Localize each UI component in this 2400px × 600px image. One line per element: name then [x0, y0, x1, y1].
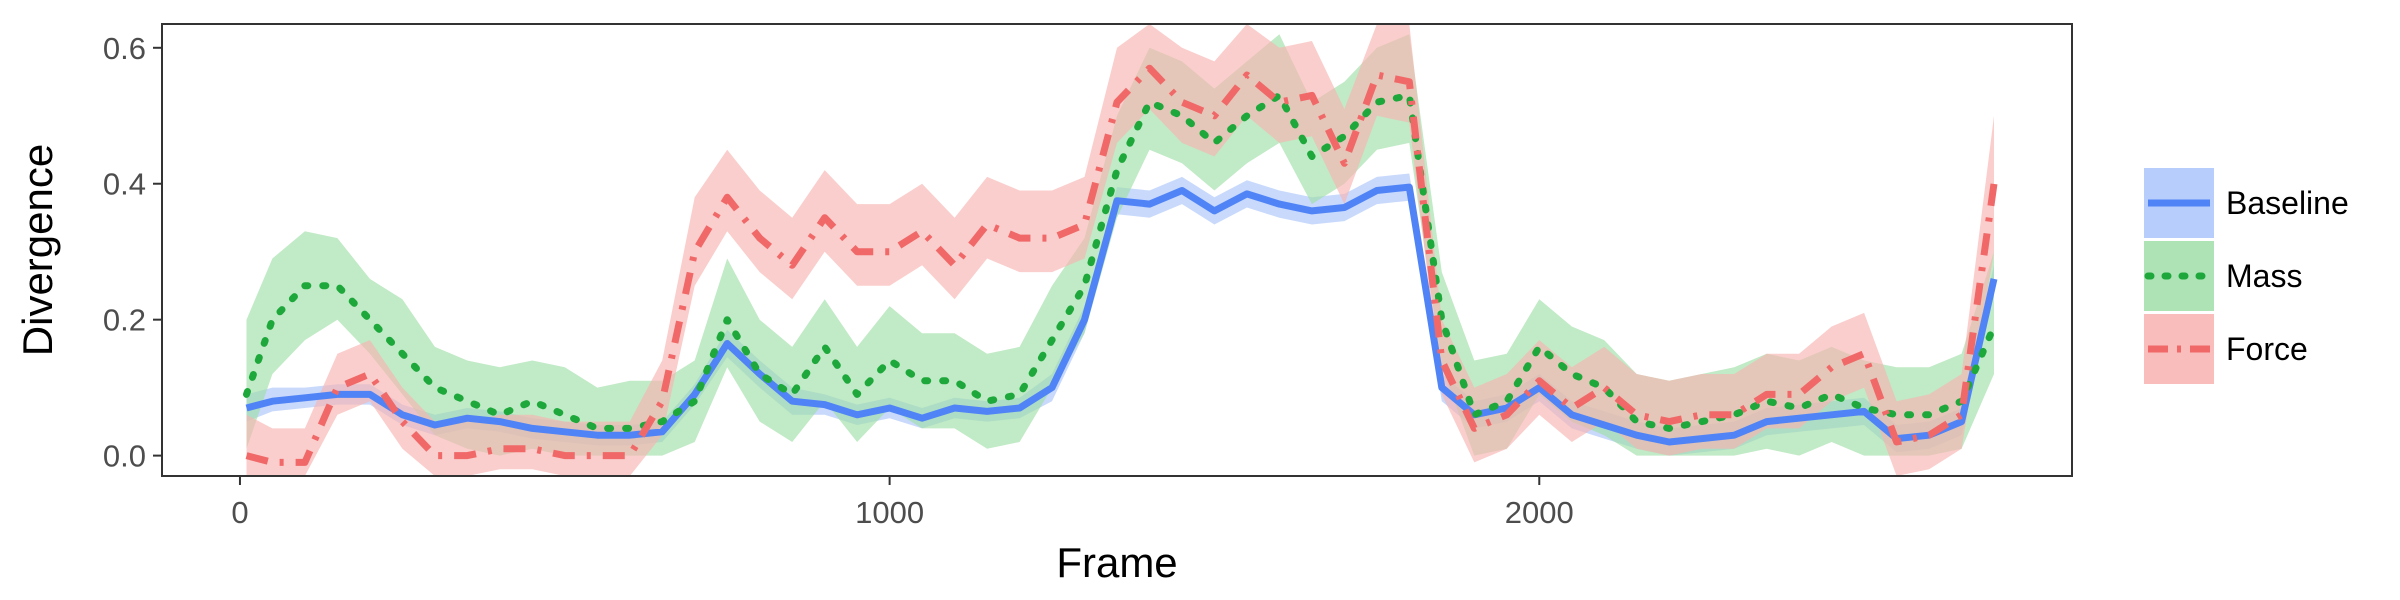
x-tick-label: 2000: [1505, 495, 1574, 530]
y-tick-label: 0.2: [103, 303, 146, 338]
y-tick-label: 0.0: [103, 439, 146, 474]
y-tick-label: 0.4: [103, 167, 146, 202]
legend-label-baseline: Baseline: [2226, 185, 2349, 221]
x-tick-label: 0: [231, 495, 248, 530]
mass-line: [243, 91, 1998, 432]
legend-label-mass: Mass: [2226, 258, 2302, 294]
x-axis-title: Frame: [1056, 539, 1177, 586]
force-line: [245, 64, 1998, 466]
force-confidence-band: [246, 24, 1994, 476]
x-tick-label: 1000: [855, 495, 924, 530]
y-axis-title: Divergence: [14, 144, 61, 356]
legend-label-force: Force: [2226, 331, 2308, 367]
legend: Baseline Mass Force: [2144, 168, 2349, 384]
baseline-line: [245, 183, 1998, 446]
mass-confidence-band: [246, 34, 1994, 456]
y-tick-label: 0.6: [103, 31, 146, 66]
plot-border: [161, 23, 2073, 477]
